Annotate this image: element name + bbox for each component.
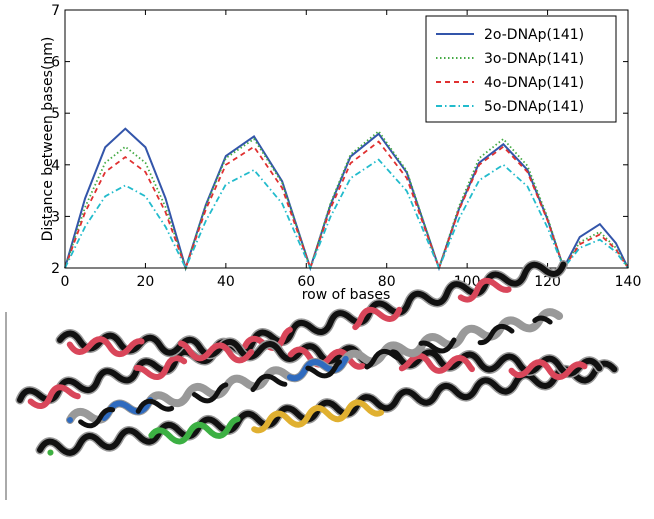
y-tick-label: 3 [51, 209, 60, 225]
helix-strand [27, 267, 558, 410]
helix [35, 359, 619, 462]
series-line [64, 140, 629, 271]
y-tick-label: 2 [51, 261, 60, 277]
helix-strand [78, 315, 553, 429]
helix [55, 329, 604, 381]
helix-strand [37, 360, 618, 456]
helix [66, 308, 564, 429]
helix-strand [47, 366, 609, 462]
legend-label: 5o-DNAp(141) [484, 99, 584, 115]
dna-structure-render [5, 260, 619, 500]
y-tick-label: 5 [51, 106, 60, 122]
x-tick-label: 40 [217, 274, 235, 290]
x-tick-label: 60 [297, 274, 315, 290]
x-tick-label: 80 [378, 274, 396, 290]
x-axis-label: row of bases [302, 287, 391, 303]
y-tick-label: 4 [51, 158, 60, 174]
y-tick-label: 6 [51, 55, 60, 71]
legend-label: 2o-DNAp(141) [484, 27, 584, 43]
helix-strand [66, 336, 593, 381]
legend-label: 3o-DNAp(141) [484, 51, 584, 67]
legend-label: 4o-DNAp(141) [484, 75, 584, 91]
x-tick-label: 140 [615, 274, 642, 290]
helix [15, 260, 568, 410]
legend: 2o-DNAp(141) 3o-DNAp(141) 4o-DNAp(141) 5o-D… [425, 15, 617, 123]
y-tick-label: 7 [51, 3, 60, 19]
plot-frame [64, 9, 629, 269]
series-line [64, 129, 629, 271]
x-tick-label: 20 [137, 274, 155, 290]
series-line [64, 158, 629, 271]
y-axis-label: Distance between bases(nm) [40, 37, 56, 242]
x-tick-label: 0 [61, 274, 70, 290]
